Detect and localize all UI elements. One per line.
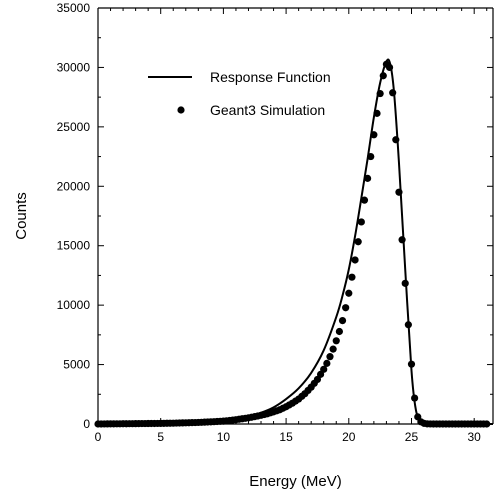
y-axis-title: Counts [13, 192, 30, 240]
x-tick-label: 25 [405, 430, 419, 444]
simulation-point [364, 174, 372, 182]
x-tick-label: 15 [279, 430, 293, 444]
legend-label-response-function: Response Function [210, 69, 331, 85]
simulation-point [329, 345, 337, 353]
legend-marker-sample [177, 106, 185, 114]
simulation-point [323, 359, 331, 367]
y-tick-label: 30000 [57, 60, 91, 74]
simulation-point [338, 316, 347, 325]
y-tick-label: 35000 [57, 1, 91, 15]
simulation-point [360, 196, 369, 204]
simulation-point [357, 218, 365, 226]
x-tick-label: 20 [342, 430, 356, 444]
x-tick-label: 10 [217, 430, 231, 444]
tick-labels: 0 5 10 15 20 25 30 0 5000 10000 15000 20000 25000 300… [57, 1, 482, 444]
x-axis-title: Energy (MeV) [249, 473, 342, 490]
x-tick-label: 5 [157, 430, 164, 444]
y-tick-label: 0 [83, 417, 90, 431]
simulation-point [345, 289, 353, 297]
y-tick-label: 15000 [57, 239, 91, 253]
simulation-point [326, 353, 334, 361]
simulation-point [335, 327, 343, 336]
x-tick-label: 30 [468, 430, 482, 444]
legend-label-geant3-simulation: Geant3 Simulation [210, 102, 325, 118]
simulation-point [320, 365, 328, 373]
response-function-line [97, 58, 494, 426]
simulation-point [332, 337, 340, 345]
legend: Response Function Geant3 Simulation [148, 69, 331, 118]
plot-area: 0 5 10 15 20 25 30 0 5000 10000 15000 20000 25000 300… [57, 1, 494, 444]
simulation-point [348, 273, 356, 281]
y-tick-label: 20000 [57, 179, 91, 193]
simulation-point [351, 256, 359, 264]
simulation-point [342, 304, 350, 312]
x-tick-label: 0 [95, 430, 102, 444]
y-tick-label: 25000 [57, 120, 91, 134]
y-tick-label: 10000 [57, 298, 91, 312]
y-tick-label: 5000 [63, 358, 90, 372]
simulation-point [354, 238, 362, 246]
